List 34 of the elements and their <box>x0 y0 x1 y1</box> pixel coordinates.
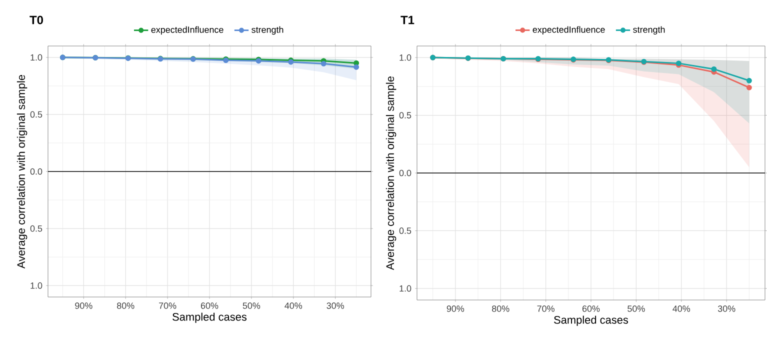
y-tick-label: 1.0 <box>400 285 412 292</box>
y-axis-title: Average correlation with original sample <box>386 76 396 270</box>
y-tick-label: 0.5 <box>399 228 412 234</box>
y-tick-label: 0.5 <box>30 111 42 118</box>
x-tick-label: 30% <box>326 302 344 309</box>
y-tick-label: 1.0 <box>30 54 42 61</box>
chart-title: T0 <box>30 16 43 24</box>
x-tick-label: 30% <box>718 306 736 312</box>
y-tick-label: 0.0 <box>30 168 42 175</box>
x-tick-label: 60% <box>582 306 600 312</box>
x-tick-label: 70% <box>537 306 554 312</box>
legend-label: strength <box>633 26 665 35</box>
x-tick-label: 40% <box>672 306 690 312</box>
x-axis-title: Sampled cases <box>554 316 628 326</box>
y-tick-label: 0.5 <box>30 225 42 232</box>
legend-label: expectedInfluence <box>151 26 224 35</box>
x-tick-label: 40% <box>284 302 302 309</box>
y-axis-title: Average correlation with original sample <box>16 74 28 269</box>
x-tick-label: 90% <box>75 302 92 309</box>
x-tick-label: 70% <box>159 302 176 309</box>
x-tick-label: 50% <box>628 306 645 312</box>
legend-label: expectedInfluence <box>532 26 605 35</box>
x-axis-title: Sampled cases <box>172 312 247 323</box>
y-tick-label: 0.5 <box>399 112 412 118</box>
x-tick-label: 80% <box>492 306 510 312</box>
y-tick-label: 0.0 <box>399 170 412 176</box>
x-tick-label: 50% <box>242 302 260 309</box>
x-tick-label: 90% <box>446 306 464 312</box>
y-tick-label: 1.0 <box>400 54 412 61</box>
legend-label: strength <box>252 26 284 35</box>
x-tick-label: 60% <box>200 302 218 309</box>
x-tick-label: 80% <box>117 302 134 309</box>
chart-title: T1 <box>400 16 414 24</box>
y-tick-label: 1.0 <box>30 282 42 289</box>
